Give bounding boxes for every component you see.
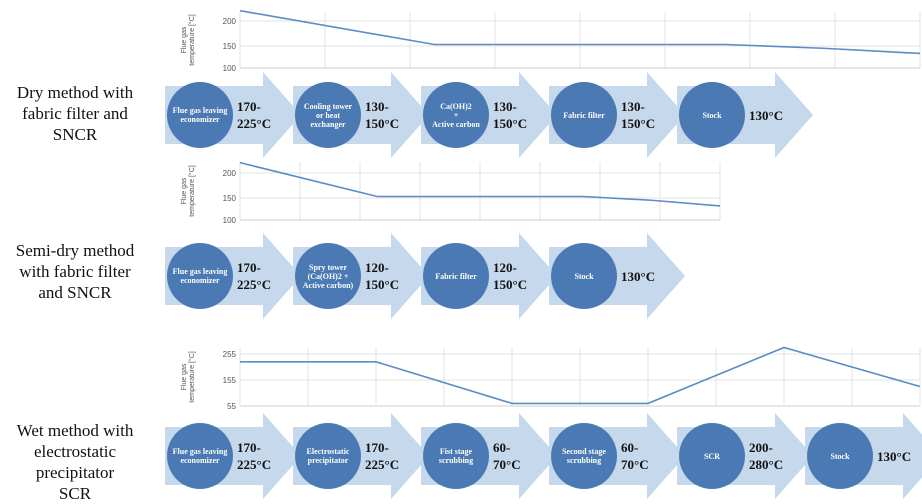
stage-temperature: 60- 70°C [493,440,521,472]
y-tick-label: 150 [223,42,237,51]
row-title-semi-dry: Semi-dry method with fabric filter and S… [15,241,135,302]
stage-circle: Flue gas leaving economizer [167,243,233,309]
chart-svg-wet: Flue gastemperature [°C] 255 155 55 [181,346,921,411]
stage-temperature: 130- 150°C [493,99,528,131]
stage-temperature: 170- 225°C [237,260,272,292]
process-stage: Spry tower (Ca(OH)2 + Active carbon) 120-… [293,233,429,319]
stage-temperature: 170- 225°C [237,440,272,472]
process-stage: Fabric filter 130- 150°C [549,72,685,158]
process-stage: Fist stage scrubbing 60- 70°C [421,413,557,499]
stage-temperature: 130- 150°C [365,99,400,131]
y-tick-label: 100 [223,216,237,225]
y-tick-label: 200 [223,17,237,26]
stage-circle: Fist stage scrubbing [423,423,489,489]
row-title-wet: Wet method with electrostatic precipitat… [16,421,134,503]
process-stage: Ca(OH)2 + Active carbon 130- 150°C [421,72,557,158]
stage-temperature: 130- 150°C [621,99,656,131]
stage-temperature: 130°C [877,449,912,464]
stage-circle: Electrostatic precipitator [295,423,361,489]
stage-circle: Flue gas leaving economizer [167,423,233,489]
y-tick-label: 150 [223,194,237,203]
temperature-chart-dry: Flue gastemperature [°C] 200 150 100 [160,6,921,74]
stage-temperature: 120- 150°C [365,260,400,292]
stage-circle: Second stage scrubbing [551,423,617,489]
process-stage: Stock 130°C [805,413,922,499]
temperature-series-line [240,346,921,405]
chart-svg-dry: Flue gastemperature [°C] 200 150 100 [181,9,921,73]
stage-temperature: 200- 280°C [749,440,784,472]
chart-svg-semi-dry: Flue gastemperature [°C] 200 150 100 [181,161,721,225]
stage-circle: Fabric filter [551,82,617,148]
y-axis-label: Flue gastemperature [°C] [181,165,196,216]
y-axis-label: Flue gastemperature [°C] [181,351,196,402]
stage-circle: Ca(OH)2 + Active carbon [423,82,489,148]
y-axis-label: Flue gastemperature [°C] [181,14,196,65]
row-title-dry: Dry method with fabric filter and SNCR [16,83,134,144]
y-tick-label: 155 [223,376,237,385]
stage-circle: Spry tower (Ca(OH)2 + Active carbon) [295,243,361,309]
stage-temperature: 170- 225°C [237,99,272,131]
process-stage: Stock 130°C [549,233,685,319]
temperature-series-line [239,9,921,55]
y-tick-label: 200 [223,169,237,178]
process-stage: Flue gas leaving economizer 170- 225°C [165,413,301,499]
y-tick-label: 255 [223,350,237,359]
process-stage: Electrostatic precipitator 170- 225°C [293,413,429,499]
temperature-chart-wet: Flue gastemperature [°C] 255 155 55 [160,344,921,411]
process-stage: Second stage scrubbing 60- 70°C [549,413,685,499]
process-stage: Flue gas leaving economizer 170- 225°C [165,72,301,158]
stage-temperature: 170- 225°C [365,440,400,472]
stage-circle: Flue gas leaving economizer [167,82,233,148]
process-stage: Stock 130°C [677,72,813,158]
stage-circle: SCR [679,423,745,489]
temperature-series-line [239,161,721,207]
process-stage: SCR 200- 280°C [677,413,813,499]
y-tick-label: 55 [227,402,236,411]
temperature-chart-semi-dry: Flue gastemperature [°C] 200 150 100 [160,158,721,225]
stage-circle: Stock [551,243,617,309]
process-stage: Fabric filter 120- 150°C [421,233,557,319]
stage-circle: Stock [807,423,873,489]
stage-circle: Cooling tower or heat exchanger [295,82,361,148]
process-stage: Flue gas leaving economizer 170- 225°C [165,233,301,319]
y-tick-label: 100 [223,64,237,73]
process-stage: Cooling tower or heat exchanger 130- 150°… [293,72,429,158]
stage-temperature: 130°C [621,269,656,284]
stage-temperature: 120- 150°C [493,260,528,292]
stage-circle: Fabric filter [423,243,489,309]
stage-temperature: 130°C [749,108,784,123]
stage-circle: Stock [679,82,745,148]
stage-temperature: 60- 70°C [621,440,649,472]
